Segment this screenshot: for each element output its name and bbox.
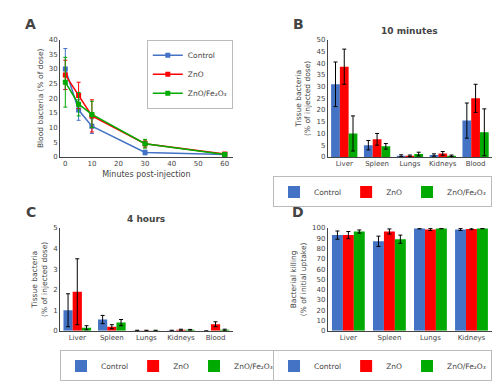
svg-text:45: 45: [317, 48, 326, 56]
svg-text:1: 1: [53, 307, 57, 315]
svg-text:Control: Control: [314, 362, 341, 371]
svg-text:10: 10: [87, 160, 96, 168]
svg-text:5: 5: [321, 142, 325, 150]
svg-text:50: 50: [317, 36, 326, 44]
svg-text:0: 0: [63, 160, 67, 168]
svg-text:50: 50: [194, 160, 203, 168]
svg-text:35: 35: [49, 51, 58, 59]
svg-text:30: 30: [317, 296, 326, 304]
svg-text:Bacterial killing(% of initial: Bacterial killing(% of initial uptake): [289, 242, 308, 316]
svg-text:60: 60: [317, 266, 326, 274]
svg-text:Kidneys: Kidneys: [458, 334, 486, 342]
svg-text:Tissue bacteria(% of injected: Tissue bacteria(% of injected dose): [30, 242, 49, 317]
svg-text:Spleen: Spleen: [100, 334, 124, 342]
svg-text:3: 3: [53, 266, 57, 274]
svg-text:A: A: [25, 16, 36, 32]
svg-text:15: 15: [49, 109, 58, 117]
svg-text:ZnO: ZnO: [188, 70, 204, 79]
svg-text:40: 40: [49, 36, 58, 44]
svg-text:80: 80: [317, 245, 326, 253]
svg-text:ZnO: ZnO: [386, 188, 402, 197]
svg-text:40: 40: [317, 286, 326, 294]
svg-text:Tissue bacteria(% of injected: Tissue bacteria(% of injected dose): [294, 61, 313, 136]
svg-text:0: 0: [321, 327, 325, 335]
svg-text:10: 10: [49, 124, 58, 132]
svg-text:Minutes post-injection: Minutes post-injection: [102, 170, 190, 179]
svg-text:Liver: Liver: [340, 334, 357, 342]
svg-text:4 hours: 4 hours: [127, 214, 165, 224]
svg-text:Spleen: Spleen: [365, 160, 389, 168]
svg-text:Lungs: Lungs: [400, 160, 421, 168]
svg-text:20: 20: [114, 160, 123, 168]
svg-text:0: 0: [321, 153, 325, 161]
svg-text:D: D: [292, 204, 304, 220]
svg-text:20: 20: [49, 95, 58, 103]
svg-text:ZnO: ZnO: [386, 362, 402, 371]
svg-text:ZnO/Fe₂O₃: ZnO/Fe₂O₃: [234, 362, 273, 371]
svg-text:Kidneys: Kidneys: [429, 160, 457, 168]
svg-text:0: 0: [53, 153, 57, 161]
svg-text:40: 40: [167, 160, 176, 168]
svg-text:30: 30: [49, 65, 58, 73]
svg-text:B: B: [293, 16, 304, 32]
svg-text:25: 25: [317, 95, 326, 103]
svg-text:Lungs: Lungs: [420, 334, 441, 342]
svg-text:5: 5: [53, 139, 57, 147]
svg-text:4: 4: [53, 245, 58, 253]
svg-text:Lungs: Lungs: [136, 334, 157, 342]
svg-text:Spleen: Spleen: [377, 334, 401, 342]
svg-text:90: 90: [317, 235, 326, 243]
svg-text:Control: Control: [314, 188, 341, 197]
svg-text:C: C: [26, 204, 36, 220]
svg-text:30: 30: [141, 160, 150, 168]
svg-text:Blood: Blood: [466, 160, 486, 168]
svg-text:30: 30: [317, 83, 326, 91]
svg-text:10: 10: [317, 130, 326, 138]
svg-text:ZnO/Fe₂O₃: ZnO/Fe₂O₃: [447, 362, 486, 371]
svg-text:Liver: Liver: [69, 334, 86, 342]
svg-text:50: 50: [317, 276, 326, 284]
svg-text:20: 20: [317, 307, 326, 315]
svg-text:100: 100: [312, 224, 325, 232]
svg-text:20: 20: [317, 106, 326, 114]
svg-text:10: 10: [317, 317, 326, 325]
svg-text:Liver: Liver: [336, 160, 353, 168]
svg-text:Control: Control: [188, 51, 215, 60]
svg-text:2: 2: [53, 286, 57, 294]
svg-text:15: 15: [317, 118, 326, 126]
svg-text:10 minutes: 10 minutes: [381, 26, 438, 36]
svg-text:35: 35: [317, 71, 326, 79]
svg-text:5: 5: [53, 224, 57, 232]
svg-text:Blood: Blood: [206, 334, 226, 342]
svg-text:70: 70: [317, 255, 326, 263]
svg-text:40: 40: [317, 60, 326, 68]
svg-text:60: 60: [220, 160, 229, 168]
svg-text:25: 25: [49, 80, 58, 88]
svg-text:ZnO/Fe₂O₃: ZnO/Fe₂O₃: [447, 188, 486, 197]
svg-text:Kidneys: Kidneys: [167, 334, 195, 342]
svg-text:Blood bacteria (% of dose): Blood bacteria (% of dose): [36, 48, 45, 148]
svg-text:0: 0: [53, 327, 57, 335]
svg-text:Control: Control: [101, 362, 128, 371]
svg-text:ZnO: ZnO: [173, 362, 189, 371]
svg-text:ZnO/Fe₂O₃: ZnO/Fe₂O₃: [188, 89, 227, 98]
